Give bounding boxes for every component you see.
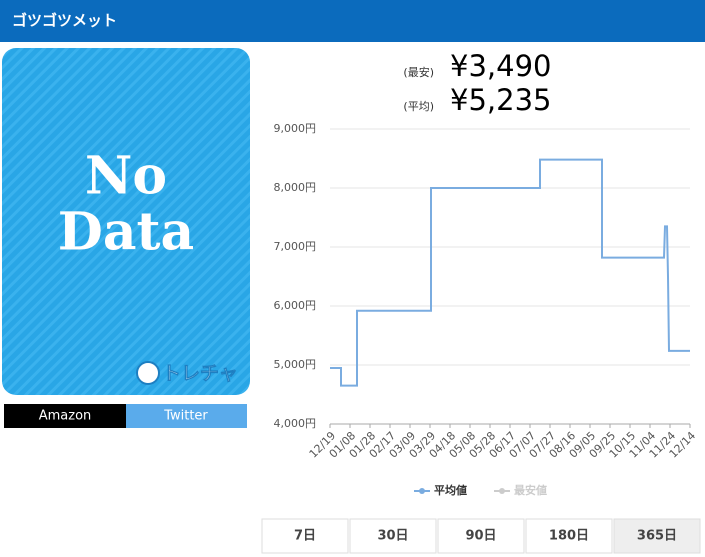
price-label: (最安): [403, 65, 434, 79]
range-button[interactable]: [613, 518, 701, 554]
range-label[interactable]: 365日: [637, 529, 677, 544]
legend-label[interactable]: 平均値: [434, 483, 467, 497]
range-button[interactable]: [261, 518, 349, 554]
twitter-label[interactable]: Twitter: [163, 409, 208, 424]
y-tick-label: 7,000円: [274, 240, 317, 253]
legend-marker[interactable]: [499, 488, 505, 494]
y-tick-label: 5,000円: [274, 358, 317, 371]
range-label[interactable]: 180日: [549, 529, 589, 544]
price-line: [330, 158, 690, 387]
legend-marker[interactable]: [419, 488, 425, 494]
amazon-button[interactable]: [4, 404, 126, 428]
y-tick-label: 9,000円: [274, 122, 317, 135]
header-title: ゴツゴツメット: [12, 12, 117, 30]
no-image-card: [2, 48, 250, 395]
y-tick-label: 4,000円: [274, 417, 317, 430]
range-button[interactable]: [349, 518, 437, 554]
logo-text: トレチャ: [162, 363, 238, 385]
range-button[interactable]: [525, 518, 613, 554]
range-label[interactable]: 30日: [377, 529, 408, 544]
amazon-label[interactable]: Amazon: [39, 409, 92, 424]
price-value: ¥3,490: [450, 49, 551, 83]
range-label[interactable]: 90日: [465, 529, 496, 544]
range-label[interactable]: 7日: [294, 529, 316, 544]
logo-icon: [136, 361, 160, 385]
legend-label[interactable]: 最安値: [514, 483, 547, 497]
no-data-text: No: [85, 146, 167, 207]
y-tick-label: 6,000円: [274, 299, 317, 312]
price-value: ¥5,235: [450, 83, 551, 117]
header-bar: [0, 0, 705, 42]
y-tick-label: 8,000円: [274, 181, 317, 194]
no-data-text: Data: [58, 202, 195, 263]
range-button[interactable]: [437, 518, 525, 554]
twitter-button[interactable]: [126, 404, 247, 428]
price-label: (平均): [403, 100, 434, 113]
